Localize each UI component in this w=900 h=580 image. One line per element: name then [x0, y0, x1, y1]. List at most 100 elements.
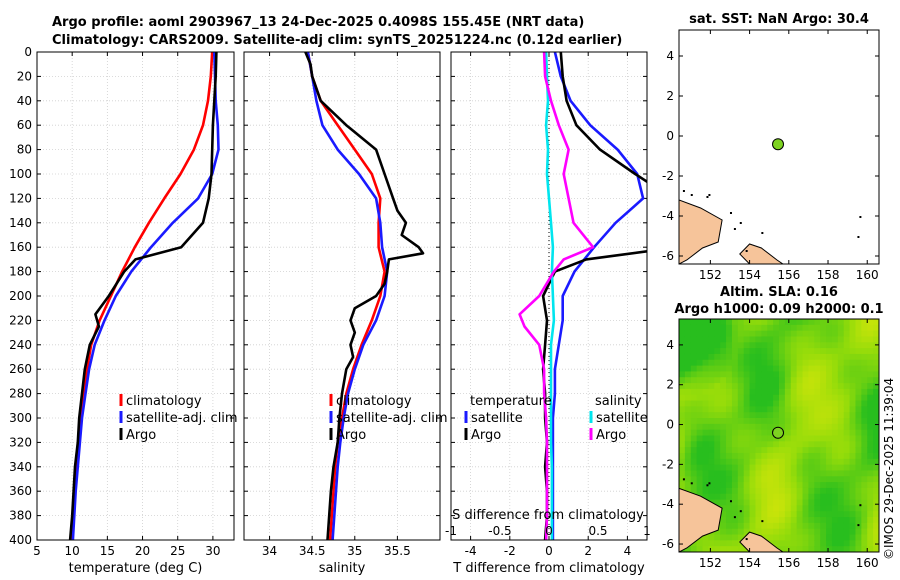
heat-cell	[784, 464, 792, 472]
heat-cell	[749, 464, 757, 472]
heat-cell	[802, 435, 810, 442]
series-difference-salinity-argo	[518, 52, 595, 540]
heat-cell	[696, 482, 704, 489]
heat-cell	[737, 418, 745, 425]
heat-cell	[849, 336, 857, 343]
heat-cell	[720, 464, 727, 472]
heat-cell	[843, 534, 851, 541]
heat-cell	[767, 319, 774, 326]
heat-cell	[814, 517, 821, 524]
y-tick-label: -6	[662, 249, 674, 263]
heat-cell	[861, 406, 868, 413]
heat-cell	[779, 342, 786, 349]
heat-cell	[708, 377, 715, 384]
heat-cell	[726, 476, 733, 483]
heat-cell	[684, 336, 692, 343]
heat-cell	[843, 464, 851, 472]
heat-cell	[714, 365, 721, 373]
heat-cell	[684, 330, 692, 338]
heat-cell	[779, 359, 786, 367]
heat-cell	[855, 336, 862, 343]
heat-cell	[714, 464, 721, 472]
heat-cell	[814, 365, 821, 373]
heat-cell	[743, 412, 751, 419]
heat-cell	[684, 365, 692, 373]
heat-cell	[731, 365, 739, 373]
heat-cell	[720, 540, 727, 547]
heat-cell	[820, 546, 827, 552]
heat-cell	[826, 348, 833, 355]
heat-cell	[814, 522, 821, 530]
heat-cell	[755, 505, 762, 512]
heat-cell	[802, 517, 810, 524]
heat-cell	[720, 493, 727, 501]
y-tick-label: 60	[17, 118, 32, 132]
heat-cell	[837, 517, 845, 524]
heat-cell	[861, 482, 868, 489]
heat-cell	[861, 458, 868, 466]
heat-cell	[861, 394, 868, 402]
heat-cell	[749, 383, 757, 390]
heat-cell	[820, 493, 827, 501]
heat-cell	[767, 447, 774, 454]
argo-position-marker	[772, 138, 785, 151]
axes-frame-temperature	[36, 51, 235, 541]
heat-cell	[749, 505, 757, 512]
heat-cell	[831, 406, 839, 413]
heat-cell	[743, 522, 751, 530]
y-tick-label: -2	[662, 169, 674, 183]
heat-cell	[837, 546, 845, 552]
heat-cell	[867, 336, 874, 343]
heat-cell	[873, 499, 879, 506]
y-tick-label: 260	[9, 362, 32, 376]
heat-cell	[696, 342, 704, 349]
heat-cell	[802, 383, 810, 390]
heat-cell	[743, 511, 751, 518]
heat-cell	[826, 517, 833, 524]
island-dot	[706, 196, 709, 198]
heat-cell	[737, 330, 745, 338]
heat-cell	[702, 447, 710, 454]
heat-cell	[767, 441, 774, 448]
heat-cell	[690, 348, 698, 355]
heat-cell	[714, 534, 721, 541]
heat-cell	[808, 499, 815, 506]
heat-cell	[720, 476, 727, 483]
heat-cell	[743, 406, 751, 413]
heat-cell	[861, 388, 868, 396]
y-tick-label: 220	[9, 313, 32, 327]
heat-cell	[720, 546, 727, 552]
heat-cell	[755, 487, 762, 495]
heat-cell	[814, 412, 821, 419]
heat-cell	[790, 377, 798, 384]
heat-cell	[690, 324, 698, 332]
heat-cell	[779, 540, 786, 547]
heat-cell	[790, 464, 798, 472]
heat-cell	[873, 458, 879, 466]
y-tick-label: 280	[9, 387, 32, 401]
heat-cell	[849, 470, 857, 477]
heat-cell	[814, 435, 821, 442]
heat-cell	[826, 429, 833, 437]
heat-cell	[773, 371, 780, 378]
island-dot	[745, 538, 748, 541]
heat-cell	[684, 482, 692, 489]
heat-cell	[743, 336, 751, 343]
heat-cell	[726, 441, 733, 448]
heat-cell	[855, 470, 862, 477]
heat-cell	[714, 324, 721, 332]
heat-cell	[855, 365, 862, 373]
heat-cell	[784, 406, 792, 413]
heat-cell	[761, 499, 768, 506]
heat-cell	[690, 540, 698, 547]
heat-cell	[796, 400, 804, 407]
heat-cell	[731, 348, 739, 355]
heat-cell	[779, 528, 786, 536]
heat-cell	[843, 406, 851, 413]
heat-cell	[855, 517, 862, 524]
heat-cell	[720, 394, 727, 402]
heat-cell	[796, 377, 804, 384]
heat-cell	[802, 342, 810, 349]
heat-cell	[837, 528, 845, 536]
